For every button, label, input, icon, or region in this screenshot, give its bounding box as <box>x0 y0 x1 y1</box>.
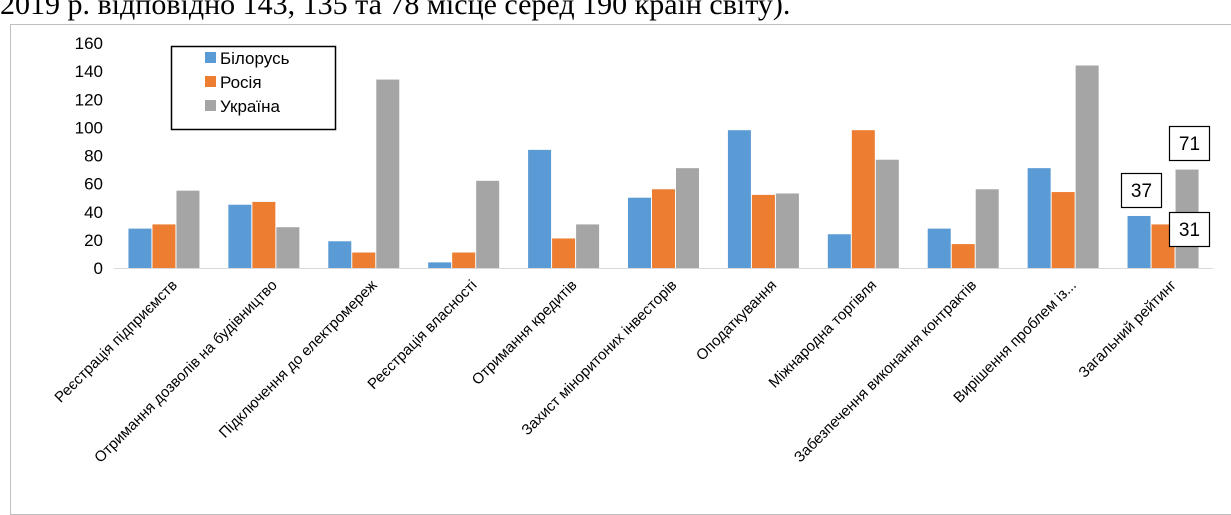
legend-box <box>170 45 337 131</box>
x-tick-label: Забезпечення виконання контрактів <box>791 277 980 466</box>
annotation-label: 31 <box>1179 220 1200 241</box>
bar <box>1075 65 1099 268</box>
bar <box>1151 224 1175 268</box>
annotation-box <box>1168 211 1211 248</box>
bar <box>476 180 500 268</box>
y-tick-label: 20 <box>84 231 103 250</box>
bar <box>528 149 552 268</box>
x-tick-label: Підключення до електромереж <box>216 277 381 442</box>
y-tick-label: 80 <box>84 147 103 166</box>
y-tick-label: 140 <box>75 62 103 81</box>
legend-label: Росія <box>220 73 262 92</box>
bar <box>827 234 851 268</box>
bar <box>1051 192 1075 268</box>
bar <box>452 252 476 268</box>
bar <box>1127 215 1151 268</box>
legend-swatch <box>205 52 216 63</box>
bar <box>676 168 699 268</box>
bar <box>552 238 576 268</box>
annotations: 37 31 71 <box>1120 125 1211 248</box>
bar <box>975 189 999 268</box>
document-text: 2019 р. відповідно 143, 135 та 78 місце … <box>0 0 791 21</box>
bar <box>152 224 176 268</box>
bar <box>328 241 352 268</box>
bar <box>628 197 651 268</box>
x-tick-label: Оподаткування <box>693 277 780 364</box>
bar <box>376 79 400 268</box>
annotation-box <box>1168 125 1211 162</box>
bar <box>428 262 452 268</box>
x-tick-label: Міжнародна торгівля <box>766 277 881 392</box>
bar <box>1027 168 1051 268</box>
legend: Білорусь Росія Україна <box>170 45 337 131</box>
bar <box>727 130 751 268</box>
bar <box>775 193 799 268</box>
bar <box>652 189 675 268</box>
y-tick-label: 160 <box>75 34 103 53</box>
legend-label: Білорусь <box>220 49 290 68</box>
bar <box>252 201 276 268</box>
bar <box>352 252 376 268</box>
y-tick-label: 60 <box>84 175 103 194</box>
bars <box>128 65 1199 268</box>
bar <box>851 130 875 268</box>
bar <box>576 224 600 268</box>
bar <box>875 159 899 268</box>
annotation-label: 71 <box>1179 134 1200 155</box>
legend-swatch <box>205 76 216 87</box>
bar <box>176 190 200 268</box>
x-tick-label: Отримання дозволів на будівництво <box>91 277 281 467</box>
x-tick-label: Захист міноритоних інвесторів <box>518 277 680 439</box>
x-tick-label: Реєстрація власності <box>364 277 480 393</box>
bar <box>276 227 300 268</box>
y-tick-label: 100 <box>75 118 103 137</box>
bar <box>751 194 775 268</box>
y-tick-label: 0 <box>94 259 103 278</box>
legend-label: Україна <box>220 97 280 116</box>
annotation-box <box>1120 172 1163 209</box>
x-tick-label: Отримання кредитів <box>469 277 581 389</box>
bar <box>951 244 975 268</box>
y-tick-label: 120 <box>75 90 103 109</box>
bar <box>228 204 252 268</box>
x-tick-label: Загальний рейтинг <box>1075 276 1180 381</box>
legend-swatch <box>205 100 216 111</box>
bar <box>128 228 152 268</box>
y-tick-label: 40 <box>84 203 103 222</box>
y-axis: 0 20 40 60 80 100 120 140 160 <box>75 34 103 278</box>
bar <box>927 228 951 268</box>
annotation-label: 37 <box>1131 181 1152 202</box>
